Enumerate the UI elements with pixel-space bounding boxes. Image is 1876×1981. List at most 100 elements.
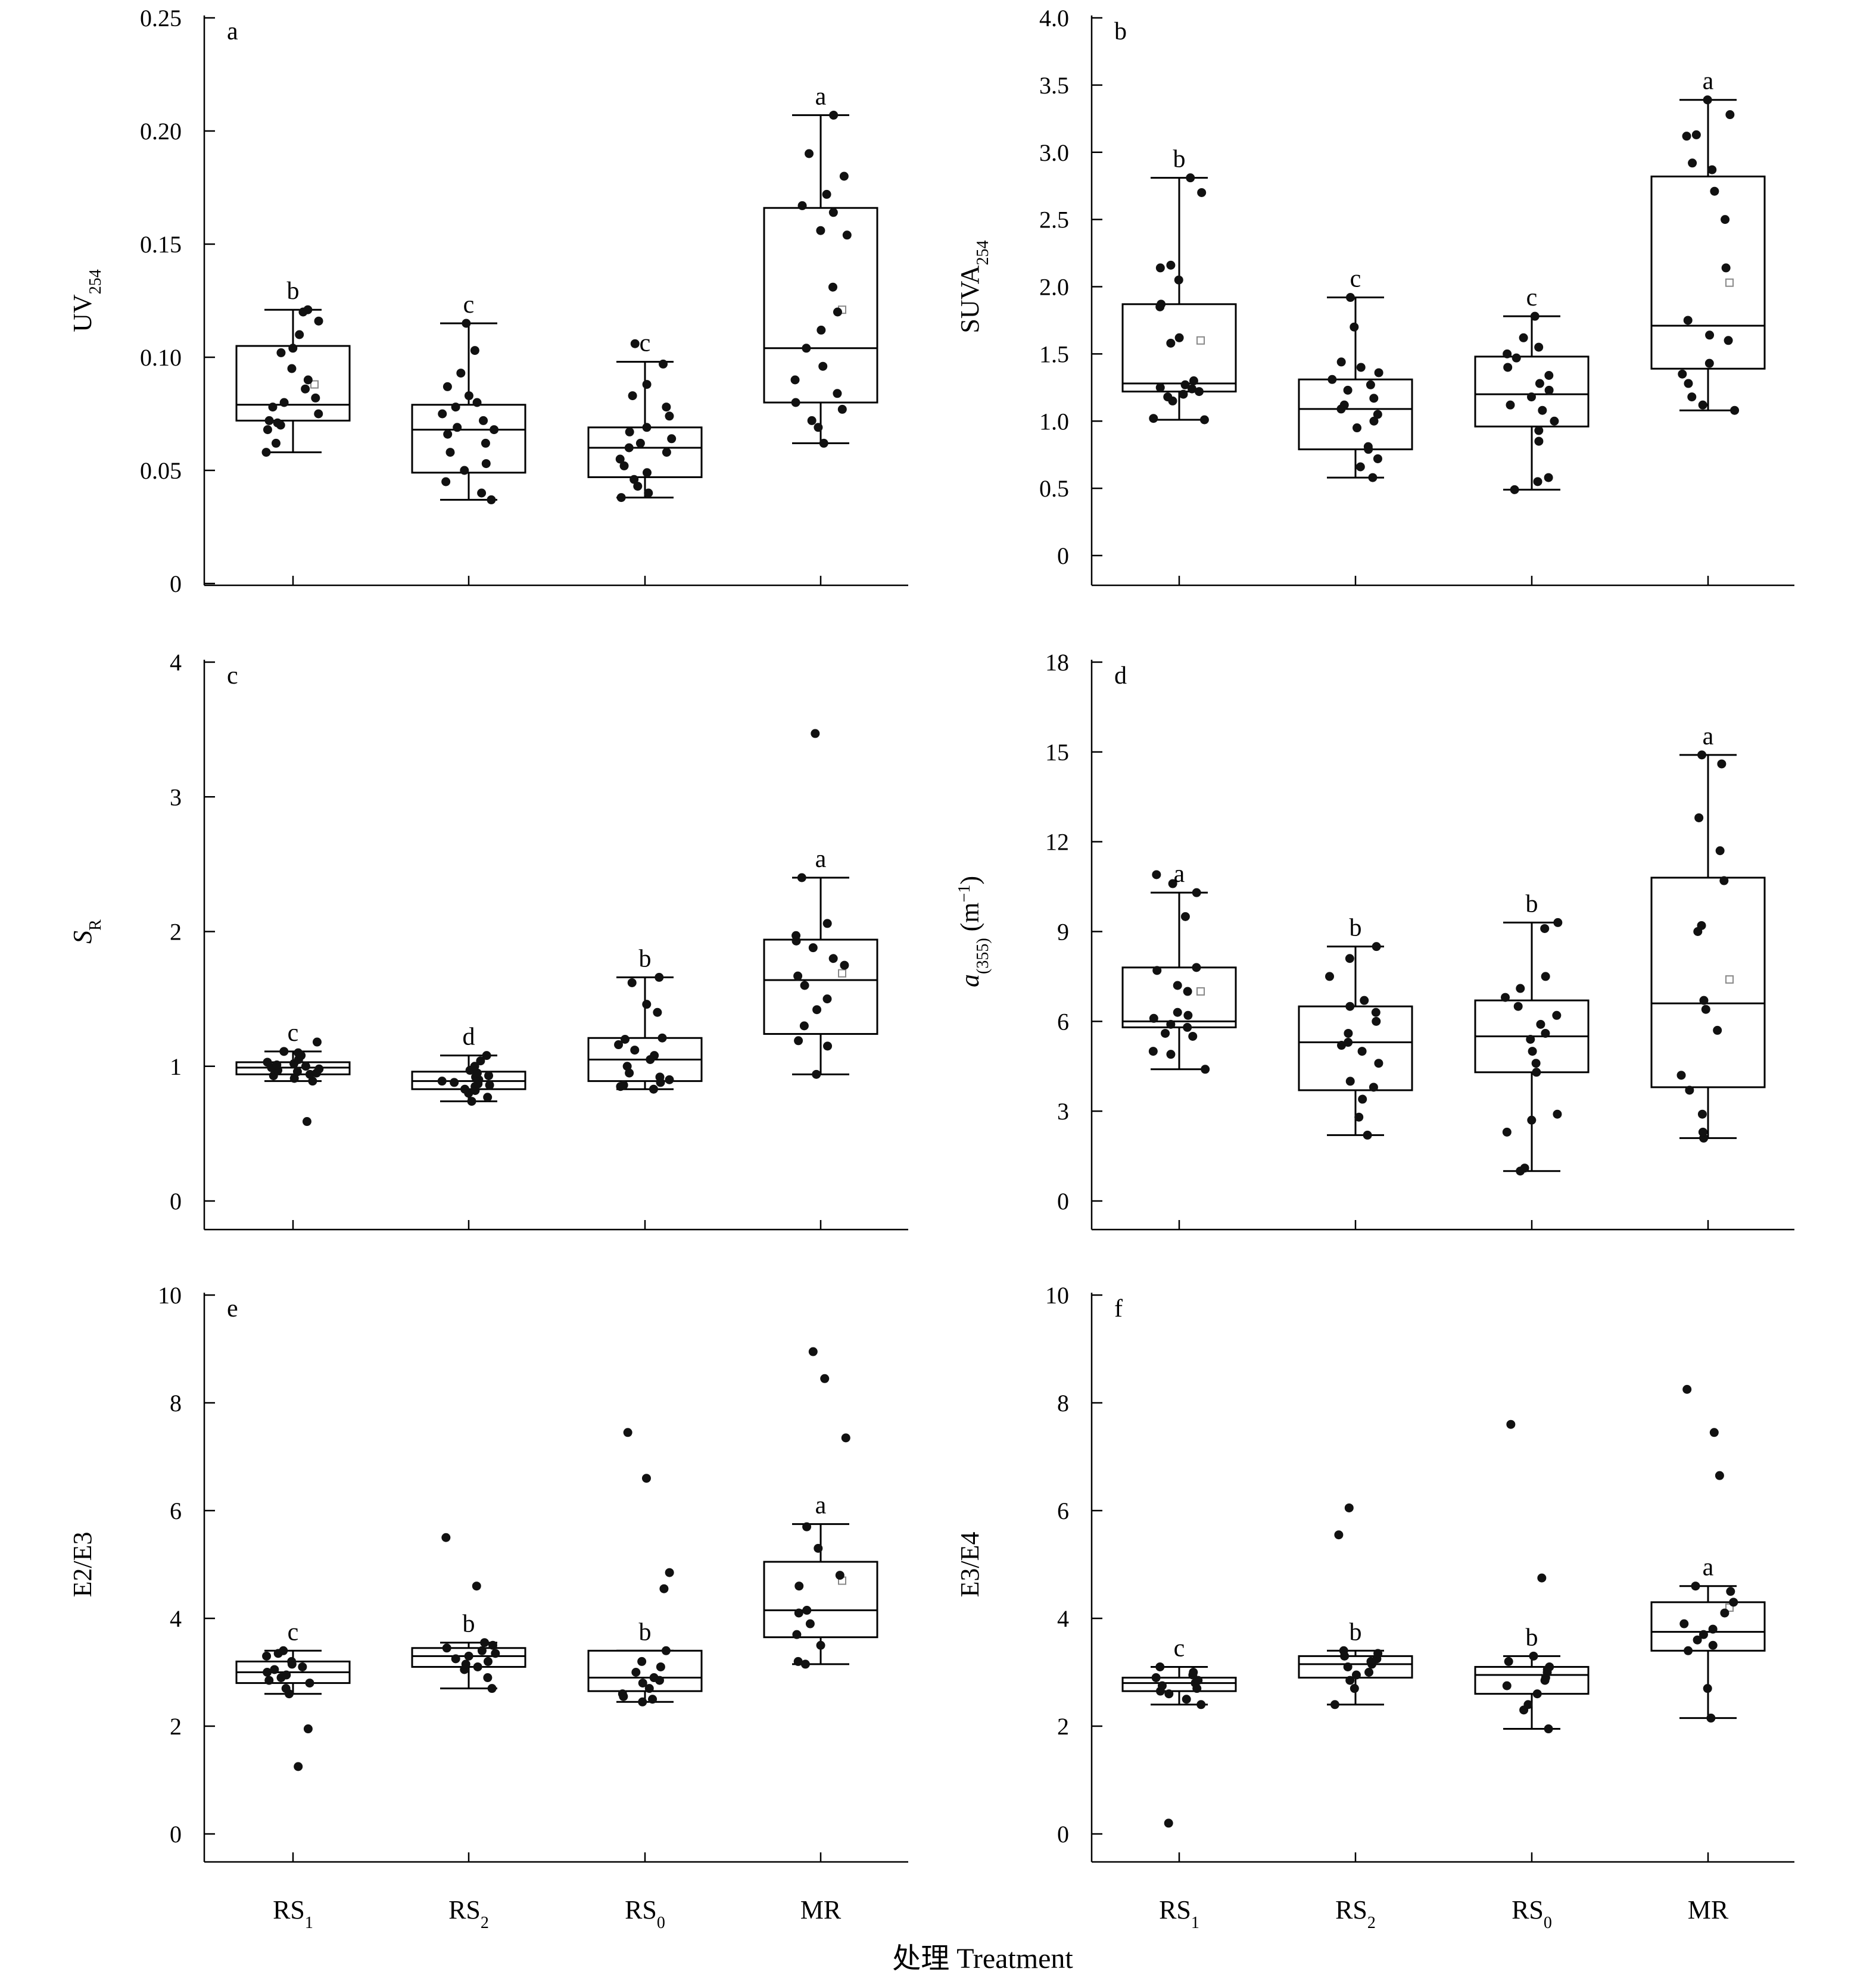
data-point — [822, 994, 832, 1004]
data-point — [460, 1084, 470, 1094]
data-point — [1721, 215, 1730, 224]
data-point — [1166, 338, 1176, 348]
data-point — [1164, 1818, 1173, 1828]
data-point — [1174, 333, 1184, 342]
data-point — [816, 1640, 825, 1650]
data-point — [622, 1062, 632, 1071]
data-point — [1157, 1681, 1167, 1690]
data-point — [1358, 1094, 1367, 1104]
data-point — [1691, 1581, 1700, 1591]
data-point — [441, 477, 451, 486]
y-tick-label: 9 — [1057, 919, 1069, 946]
data-point — [1502, 1127, 1512, 1137]
panel-letter: b — [1114, 18, 1127, 45]
data-point — [1345, 1002, 1355, 1011]
y-tick-label: 0 — [170, 1188, 182, 1215]
data-point — [1343, 385, 1353, 395]
panel-letter: e — [227, 1295, 238, 1322]
data-point — [470, 346, 479, 355]
y-tick-label: 3 — [170, 784, 182, 810]
significance-letter: c — [1174, 1634, 1185, 1662]
data-point — [1528, 1047, 1537, 1056]
data-point — [1709, 1428, 1719, 1437]
data-point — [482, 1051, 491, 1060]
data-point — [472, 1581, 481, 1591]
data-point — [1173, 1007, 1182, 1017]
data-point — [1350, 322, 1359, 332]
data-point — [1682, 1384, 1692, 1394]
data-point — [1334, 1530, 1344, 1540]
data-point — [1510, 485, 1519, 494]
data-point — [1532, 1689, 1542, 1699]
data-point — [1344, 1503, 1354, 1512]
box-group-2: b — [411, 1533, 526, 1693]
data-point — [642, 1000, 652, 1009]
panel-letter: a — [227, 18, 238, 45]
data-point — [305, 1679, 314, 1688]
data-point — [1502, 1681, 1512, 1690]
data-point — [794, 1036, 803, 1046]
data-point — [272, 1060, 282, 1069]
data-point — [1369, 1082, 1378, 1092]
data-point — [644, 1684, 654, 1693]
significance-letter: b — [1350, 1618, 1362, 1646]
data-point — [1356, 363, 1366, 372]
data-point — [627, 978, 637, 987]
data-point — [1537, 1573, 1547, 1583]
data-point — [270, 1665, 279, 1674]
x-category-label: RS0 — [1512, 1895, 1552, 1932]
data-point — [792, 1630, 802, 1639]
data-point — [1687, 392, 1697, 402]
data-point — [308, 1077, 317, 1086]
data-point — [662, 403, 671, 412]
significance-letter: b — [1350, 915, 1362, 942]
data-point — [288, 344, 298, 353]
significance-letter: c — [1526, 284, 1538, 311]
data-point — [1532, 1068, 1541, 1077]
y-axis-label: UV254 — [68, 269, 105, 332]
data-point — [812, 1069, 821, 1079]
data-point — [1199, 415, 1209, 425]
data-point — [314, 409, 323, 419]
iqr-box — [1474, 1665, 1590, 1695]
data-point — [289, 1074, 299, 1083]
data-point — [279, 1646, 288, 1655]
data-point — [808, 1347, 818, 1356]
box-group-1: c — [235, 1019, 351, 1127]
data-point — [837, 404, 847, 414]
iqr-box — [1298, 378, 1413, 451]
data-point — [1706, 1713, 1716, 1723]
y-tick-label: 2 — [1057, 1713, 1069, 1740]
data-point — [1369, 416, 1379, 426]
panel-c: 0 1 2 3 4 c SR c d b a — [68, 649, 908, 1231]
data-point — [630, 1046, 640, 1055]
data-point — [649, 1084, 658, 1094]
data-point — [1360, 996, 1369, 1005]
data-point — [1372, 1016, 1381, 1026]
data-point — [1715, 1471, 1724, 1480]
data-point — [621, 1035, 630, 1044]
data-point — [1703, 95, 1712, 105]
data-point — [802, 1605, 812, 1615]
data-point — [487, 495, 496, 504]
data-point — [1192, 963, 1201, 972]
data-point — [464, 391, 473, 401]
data-point — [1155, 1662, 1165, 1671]
y-tick-label: 3 — [1057, 1098, 1069, 1125]
box-group-3: b — [1474, 1420, 1590, 1734]
data-point — [1368, 473, 1378, 482]
box-group-2: b — [1298, 1503, 1413, 1709]
data-point — [1192, 888, 1201, 897]
data-point — [301, 384, 310, 394]
data-point — [1704, 358, 1714, 368]
data-point — [276, 348, 286, 357]
significance-letter: c — [288, 1019, 299, 1047]
data-point — [479, 416, 488, 425]
data-point — [1724, 336, 1733, 345]
data-point — [271, 438, 281, 448]
y-tick-label: 0 — [170, 1821, 182, 1848]
data-point — [1183, 1010, 1193, 1020]
data-point — [488, 1640, 497, 1650]
y-tick-label: 2.5 — [1039, 207, 1069, 233]
data-point — [794, 1581, 804, 1591]
